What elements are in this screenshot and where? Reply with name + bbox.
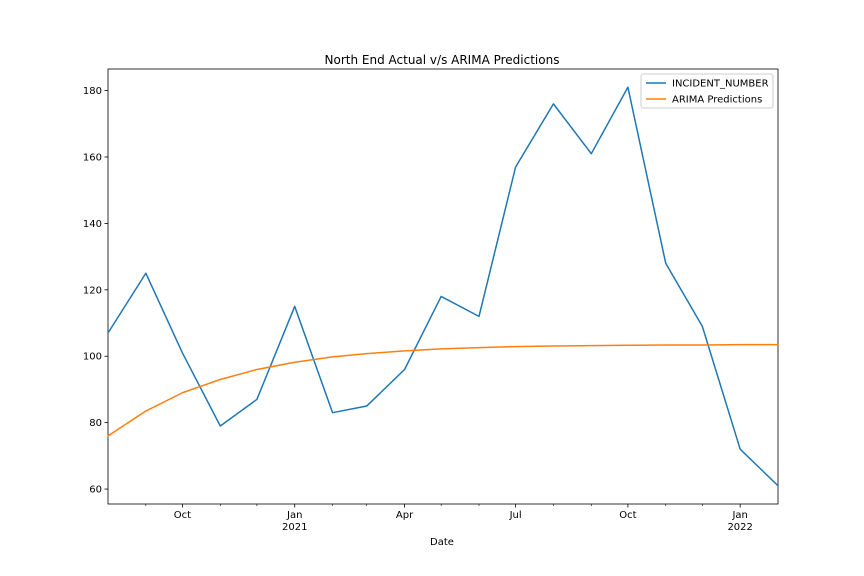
legend-label: ARIMA Predictions (672, 95, 762, 106)
chart-title: North End Actual v/s ARIMA Predictions (325, 53, 560, 67)
x-tick-year-label: 2022 (727, 522, 752, 533)
axes-frame (107, 68, 779, 505)
x-tick-label: Oct (174, 510, 191, 521)
y-tick-label: 80 (89, 418, 102, 429)
y-tick-label: 160 (83, 152, 102, 163)
x-tick-label: Jul (509, 510, 522, 521)
x-tick-label: Apr (396, 510, 414, 521)
legend: INCIDENT_NUMBER ARIMA Predictions (640, 73, 774, 109)
y-tick-label: 60 (89, 485, 102, 496)
y-tick-label: 140 (83, 219, 102, 230)
y-tick-label: 180 (83, 86, 102, 97)
legend-box (640, 73, 774, 109)
x-tick-year-label: 2021 (282, 522, 307, 533)
x-tick-label: Jan (286, 510, 302, 521)
x-tick-label: Jan (731, 510, 747, 521)
y-tick-label: 120 (83, 285, 102, 296)
y-tick-label: 100 (83, 352, 102, 363)
x-axis-label: Date (430, 537, 454, 548)
x-tick-label: Oct (619, 510, 636, 521)
legend-label: INCIDENT_NUMBER (672, 79, 769, 90)
